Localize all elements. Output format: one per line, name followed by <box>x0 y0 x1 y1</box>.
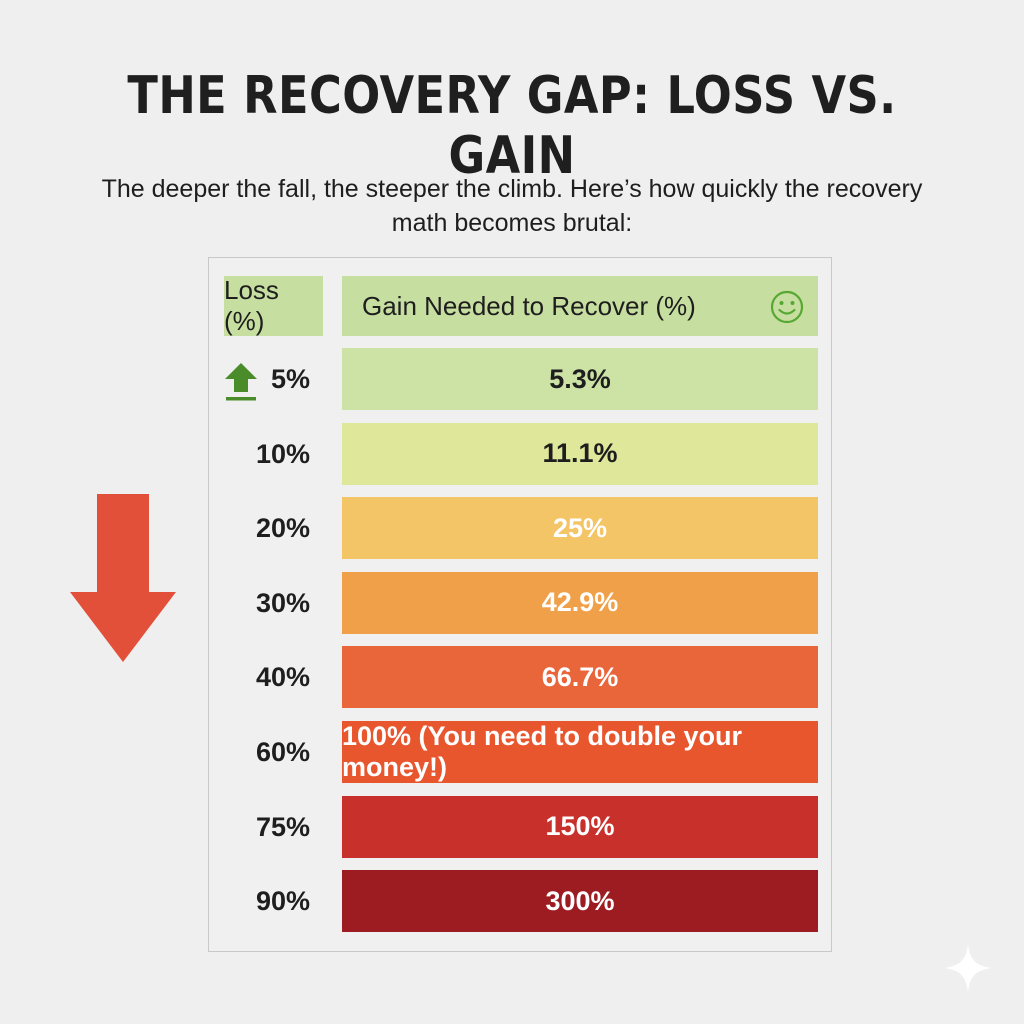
gain-value: 100% (You need to double your money!) <box>342 721 743 782</box>
loss-value: 40% <box>255 662 310 693</box>
loss-value: 10% <box>255 438 310 469</box>
gain-value: 5.3% <box>549 363 611 394</box>
gain-column-header: Gain Needed to Recover (%) <box>342 276 818 336</box>
loss-value: 90% <box>255 886 310 917</box>
loss-value: 60% <box>255 737 310 767</box>
gain-value: 150% <box>545 811 615 842</box>
loss-value: 20% <box>255 513 310 544</box>
sparkle-icon <box>944 944 992 992</box>
gain-bar: 66.7% <box>342 646 818 709</box>
gain-value: 66.7% <box>541 661 619 692</box>
gain-value: 42.9% <box>541 587 619 618</box>
loss-value: 5% <box>270 364 310 394</box>
gain-bar: 42.9% <box>342 571 818 634</box>
gain-value: 300% <box>545 885 615 916</box>
gain-bar: 25% <box>342 497 818 560</box>
loss-value: 30% <box>255 587 310 618</box>
gain-value: 11.1% <box>542 438 618 469</box>
down-arrow-icon <box>70 494 176 662</box>
gain-bar: 150% <box>342 795 818 858</box>
loss-value: 75% <box>255 811 310 842</box>
smiley-icon <box>770 290 804 324</box>
gain-bar: 5.3% <box>342 348 818 410</box>
gain-bar: 100% (You need to double your money!) <box>342 721 818 783</box>
gain-bar: 300% <box>342 870 818 933</box>
chart-title: THE RECOVERY GAP: LOSS VS. GAIN <box>127 66 897 186</box>
loss-column-header: Loss (%) <box>224 275 323 336</box>
up-arrow-icon <box>225 363 257 401</box>
gain-value: 25% <box>552 512 608 543</box>
gain-bar: 11.1% <box>342 422 818 485</box>
chart-subtitle: The deeper the fall, the steeper the cli… <box>101 175 923 237</box>
